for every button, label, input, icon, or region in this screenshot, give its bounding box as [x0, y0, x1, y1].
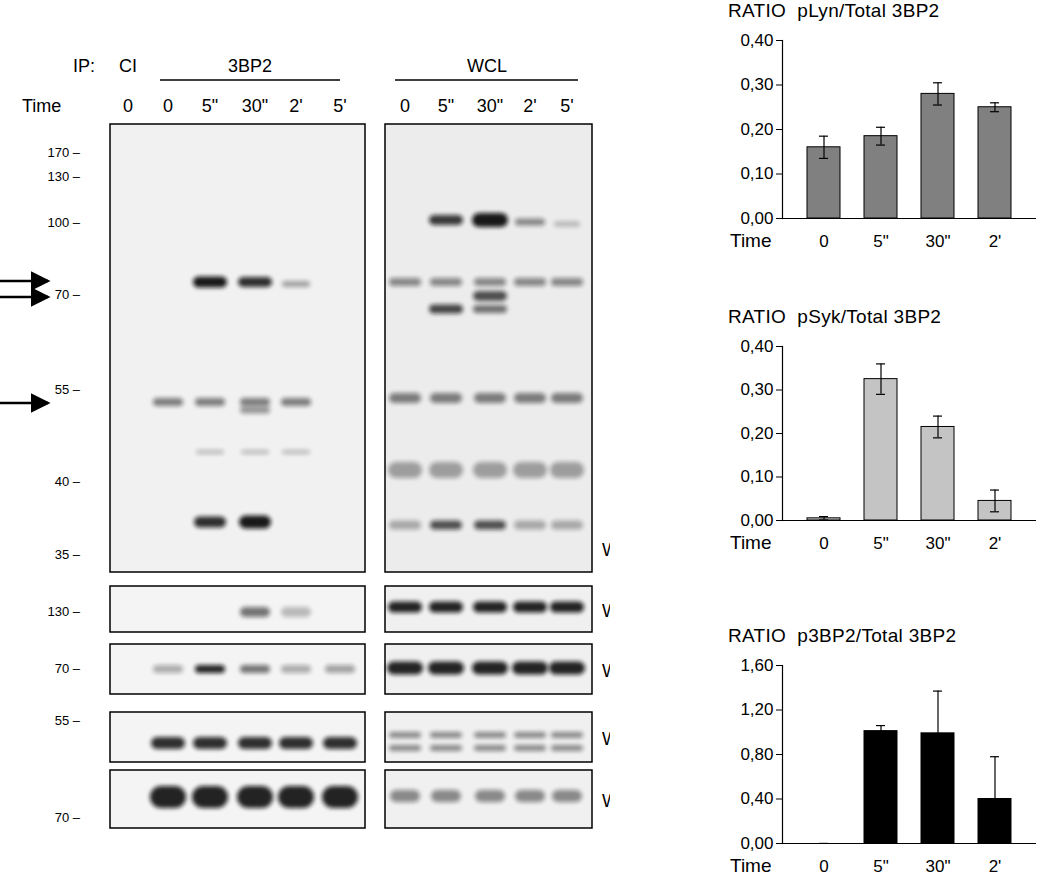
svg-text:CI: CI: [119, 56, 137, 76]
svg-text:0,30: 0,30: [740, 380, 773, 399]
svg-text:70 –: 70 –: [55, 287, 81, 302]
svg-text:1,20: 1,20: [740, 700, 773, 719]
svg-text:Time: Time: [22, 96, 61, 116]
svg-text:0,40: 0,40: [740, 31, 773, 50]
svg-text:30": 30": [242, 96, 268, 116]
svg-text:WB: Syk: WB: Syk: [602, 661, 610, 681]
svg-text:5': 5': [560, 96, 573, 116]
svg-text:2': 2': [523, 96, 536, 116]
svg-text:0,10: 0,10: [740, 467, 773, 486]
svg-text:1,60: 1,60: [740, 656, 773, 675]
svg-text:2': 2': [989, 232, 1002, 251]
svg-text:2': 2': [989, 857, 1002, 876]
svg-text:0: 0: [819, 534, 828, 553]
svg-text:35 –: 35 –: [55, 547, 81, 562]
svg-text:30": 30": [926, 232, 951, 251]
svg-text:WCL: WCL: [467, 56, 507, 76]
html-text:RATIO pLyn/Total 3BP2: RATIO pLyn/Total 3BP2: [728, 0, 940, 21]
svg-text:130 –: 130 –: [47, 169, 80, 184]
svg-text:0,00: 0,00: [740, 511, 773, 530]
svg-text:30": 30": [477, 96, 503, 116]
svg-text:0,20: 0,20: [740, 424, 773, 443]
html-text:RATIO pSyk/Total 3BP2: RATIO pSyk/Total 3BP2: [728, 306, 942, 327]
svg-text:40 –: 40 –: [55, 474, 81, 489]
svg-text:5": 5": [873, 232, 889, 251]
svg-text:0,10: 0,10: [740, 164, 773, 183]
html-text:Time: Time: [730, 230, 772, 251]
html-text:Time: Time: [730, 855, 772, 876]
svg-text:WB: 3BP2: WB: 3BP2: [602, 791, 610, 811]
svg-text:70 –: 70 –: [55, 810, 81, 825]
svg-text:5": 5": [873, 534, 889, 553]
svg-text:0: 0: [123, 96, 133, 116]
svg-text:0,80: 0,80: [740, 745, 773, 764]
svg-text:0,30: 0,30: [740, 75, 773, 94]
svg-text:0: 0: [819, 857, 828, 876]
svg-text:0,00: 0,00: [740, 209, 773, 228]
svg-text:2': 2': [989, 534, 1002, 553]
svg-text:WB: pTyr: WB: pTyr: [602, 540, 610, 560]
svg-text:0: 0: [163, 96, 173, 116]
svg-text:0: 0: [819, 232, 828, 251]
svg-text:170 –: 170 –: [47, 145, 80, 160]
svg-text:100 –: 100 –: [47, 215, 80, 230]
svg-text:55 –: 55 –: [55, 382, 81, 397]
svg-text:5": 5": [438, 96, 454, 116]
svg-text:0: 0: [400, 96, 410, 116]
svg-text:130 –: 130 –: [47, 604, 80, 619]
svg-text:IP:: IP:: [73, 56, 95, 76]
svg-text:0,40: 0,40: [740, 337, 773, 356]
svg-text:0,40: 0,40: [740, 789, 773, 808]
svg-text:55 –: 55 –: [55, 713, 81, 728]
svg-text:3BP2: 3BP2: [228, 56, 272, 76]
svg-text:2': 2': [289, 96, 302, 116]
html-text:Time: Time: [730, 532, 772, 553]
svg-text:WB: Lyn: WB: Lyn: [602, 729, 610, 749]
html-text:RATIO p3BP2/Total 3BP2: RATIO p3BP2/Total 3BP2: [728, 625, 957, 646]
svg-text:WB: PLCγ: WB: PLCγ: [602, 601, 610, 621]
svg-text:0,00: 0,00: [740, 834, 773, 853]
svg-text:0,20: 0,20: [740, 120, 773, 139]
svg-text:30": 30": [926, 534, 951, 553]
svg-text:5': 5': [333, 96, 346, 116]
svg-text:5": 5": [202, 96, 218, 116]
svg-text:70 –: 70 –: [55, 661, 81, 676]
svg-text:5": 5": [873, 857, 889, 876]
svg-text:30": 30": [926, 857, 951, 876]
